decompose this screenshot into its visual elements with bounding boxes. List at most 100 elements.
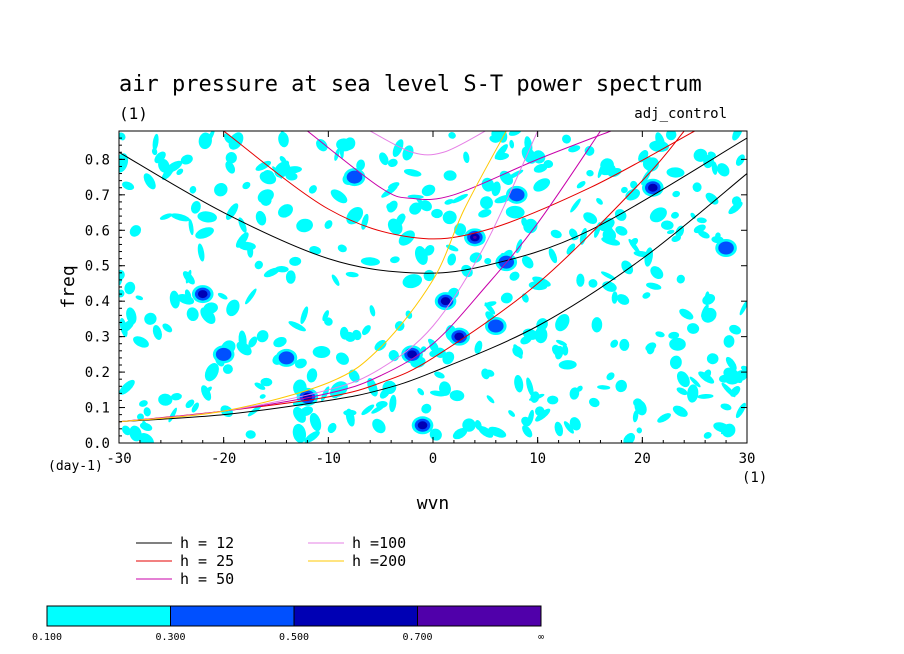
noise-speck [337, 244, 347, 253]
noise-speck [532, 276, 551, 287]
x-tick-label-6: 30 [739, 451, 756, 467]
noise-speck [610, 339, 619, 348]
noise-speck [623, 432, 636, 443]
noise-speck [494, 144, 508, 160]
x-tick-label-0: -30 [106, 451, 131, 467]
noise-speck [306, 368, 318, 383]
chart-subtitle-right: adj_control [634, 106, 727, 122]
noise-speck [548, 248, 558, 264]
noise-speck [369, 305, 376, 317]
y-tick-label-2: 0.2 [85, 365, 110, 381]
noise-speck [534, 326, 548, 344]
noise-speck [478, 209, 492, 218]
noise-speck [402, 274, 423, 289]
noise-speck [386, 203, 394, 211]
power-blob-10-level-1 [508, 188, 525, 202]
noise-speck [687, 384, 699, 403]
power-blob-0-level-3 [473, 235, 477, 239]
plot-area [118, 130, 748, 444]
noise-speck [119, 289, 125, 298]
noise-speck [478, 426, 494, 438]
noise-speck [294, 358, 307, 369]
noise-speck [600, 271, 616, 281]
noise-speck [703, 432, 712, 439]
noise-speck [324, 220, 333, 229]
noise-speck [666, 229, 675, 235]
noise-speck [119, 153, 129, 173]
noise-speck [615, 226, 628, 236]
noise-speck [343, 409, 357, 416]
y-axis-label: freq [58, 265, 79, 308]
noise-speck [278, 204, 293, 218]
noise-speck [484, 301, 497, 307]
noise-speck [668, 331, 680, 339]
noise-speck [255, 160, 272, 171]
noise-speck [675, 225, 685, 238]
legend-label-4: h =200 [352, 552, 406, 570]
noise-speck [176, 168, 184, 176]
noise-speck [474, 420, 482, 431]
noise-speck [152, 133, 159, 151]
noise-speck [461, 264, 473, 278]
noise-speck [133, 336, 149, 348]
noise-speck [676, 387, 688, 396]
noise-speck [420, 346, 427, 353]
noise-speck [361, 325, 371, 336]
noise-speck [200, 307, 216, 324]
noise-speck [508, 410, 516, 417]
noise-speck [308, 185, 317, 194]
noise-speck [119, 379, 135, 395]
noise-speck [214, 183, 228, 197]
noise-speck [615, 379, 627, 393]
noise-speck [505, 205, 525, 219]
x-axis-ticks: -30 -20 -10 0 10 20 30 [106, 131, 755, 467]
noise-speck [289, 256, 302, 266]
noise-speck [469, 252, 482, 263]
noise-speck [536, 318, 548, 331]
noise-speck [158, 393, 173, 406]
y-tick-label-8: 0.8 [85, 152, 110, 168]
noise-speck [309, 412, 322, 432]
noise-speck [431, 208, 443, 219]
noise-speck [143, 173, 156, 190]
colorbar-label-2: 0.500 [279, 632, 309, 643]
noise-speck [486, 395, 495, 404]
noise-speck [512, 345, 524, 358]
noise-speck [720, 403, 732, 411]
noise-speck [562, 134, 571, 144]
noise-speck [555, 313, 570, 332]
noise-speck [509, 139, 515, 149]
noise-speck [522, 425, 533, 438]
noise-speck [584, 145, 595, 156]
noise-speck [327, 422, 337, 434]
colorbar-segment-2 [293, 605, 418, 627]
x-tick-label-1: -20 [211, 451, 236, 467]
noise-speck [591, 317, 603, 333]
noise-speck [195, 227, 214, 239]
noise-speck [197, 243, 205, 262]
noise-speck [521, 293, 529, 303]
noise-speck [739, 300, 747, 316]
noise-speck [655, 331, 665, 338]
noise-speck [292, 423, 307, 443]
noise-speck [392, 139, 404, 157]
noise-speck [217, 292, 228, 300]
noise-speck [723, 335, 735, 348]
colorbar-label-1: 0.300 [155, 632, 185, 643]
noise-speck [638, 150, 649, 163]
noise-speck [713, 422, 730, 433]
noise-speck [633, 398, 643, 408]
noise-speck [693, 148, 708, 162]
noise-speck [226, 299, 240, 317]
noise-speck [554, 421, 564, 437]
noise-speck [262, 169, 275, 182]
noise-speck [177, 294, 195, 305]
noise-speck [356, 159, 365, 171]
noise-speck [735, 154, 745, 166]
noise-speck [336, 352, 349, 365]
noise-speck [197, 211, 217, 223]
noise-speck [273, 336, 287, 348]
noise-speck [151, 148, 158, 156]
noise-speck [409, 202, 422, 215]
